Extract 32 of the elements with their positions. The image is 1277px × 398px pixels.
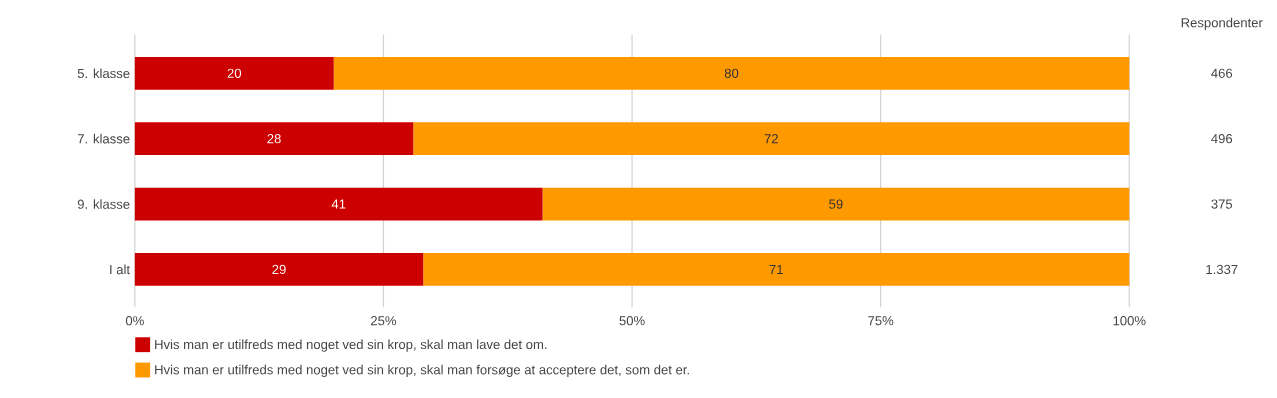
bar: [134, 253, 424, 286]
x-tick-label: 50%: [619, 316, 645, 326]
data-label: 41: [331, 199, 346, 209]
text: 1.337: [1206, 265, 1238, 275]
y-tick-label: 7. klasse: [77, 134, 130, 144]
data-label: 59: [829, 199, 843, 209]
bar: [134, 122, 414, 156]
y-tick-label: 5. klasse: [77, 68, 130, 79]
data-label: 72: [764, 134, 778, 144]
x-tick-label: 75%: [868, 316, 894, 326]
x-tick-label: 25%: [371, 316, 397, 326]
legend-label: Hvis man er utilfreds med noget ved sin krop, skal man lave det om.: [155, 339, 547, 352]
bar: [413, 122, 1130, 156]
bar: [542, 187, 1130, 221]
x-tick-label: 0%: [125, 316, 144, 326]
data-label: 71: [769, 265, 783, 275]
y-tick-label: 9. klasse: [77, 199, 130, 210]
data-label: 29: [272, 265, 286, 275]
text: 466: [1211, 68, 1233, 79]
bar: [134, 187, 543, 221]
text: 375: [1211, 199, 1233, 209]
legend-label: Hvis man er utilfreds med noget ved sin krop, skal man forsøge at acceptere det, som det er.: [155, 365, 689, 378]
data-label: 28: [267, 134, 281, 144]
data-label: 20: [227, 68, 242, 79]
text: Respondenter: [1181, 17, 1263, 31]
y-tick-label: I alt: [110, 264, 130, 275]
data-label: 80: [724, 68, 739, 79]
bar: [333, 57, 1130, 90]
text: 496: [1211, 134, 1233, 144]
bar: [134, 57, 334, 90]
bar: [423, 253, 1130, 286]
x-tick-label: 100%: [1113, 316, 1146, 326]
